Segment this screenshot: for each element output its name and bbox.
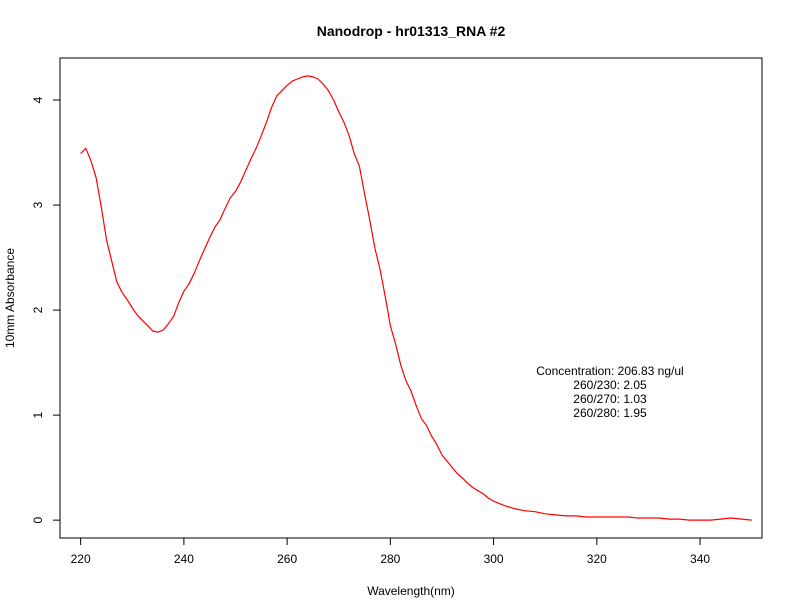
y-tick-label-3: 3 (31, 201, 45, 208)
x-axis: 220 240 260 280 300 320 340 (71, 538, 710, 566)
annotation-block: Concentration: 206.83 ng/ul 260/230: 2.0… (536, 364, 683, 420)
y-tick-label-2: 2 (31, 306, 45, 313)
x-tick-label-300: 300 (484, 552, 504, 566)
y-axis: 0 1 2 3 4 (31, 96, 60, 523)
annotation-concentration: Concentration: 206.83 ng/ul (536, 364, 683, 378)
annotation-ratio-260-280: 260/280: 1.95 (573, 406, 647, 420)
x-tick-label-280: 280 (380, 552, 400, 566)
x-tick-label-240: 240 (174, 552, 194, 566)
annotation-ratio-260-270: 260/270: 1.03 (573, 392, 647, 406)
annotation-ratio-260-230: 260/230: 2.05 (573, 378, 647, 392)
x-tick-label-320: 320 (587, 552, 607, 566)
x-tick-label-220: 220 (71, 552, 91, 566)
y-tick-label-1: 1 (31, 411, 45, 418)
plot-frame (59, 57, 763, 539)
chart-title: Nanodrop - hr01313_RNA #2 (317, 23, 506, 39)
y-tick-label-4: 4 (31, 96, 45, 103)
series-layer (80, 75, 752, 521)
series-line-0 (80, 75, 752, 521)
y-axis-label: 10mm Absorbance (3, 248, 17, 348)
x-axis-label: Wavelength(nm) (367, 584, 455, 598)
x-tick-label-340: 340 (690, 552, 710, 566)
y-tick-label-0: 0 (31, 516, 45, 523)
x-tick-label-260: 260 (277, 552, 297, 566)
